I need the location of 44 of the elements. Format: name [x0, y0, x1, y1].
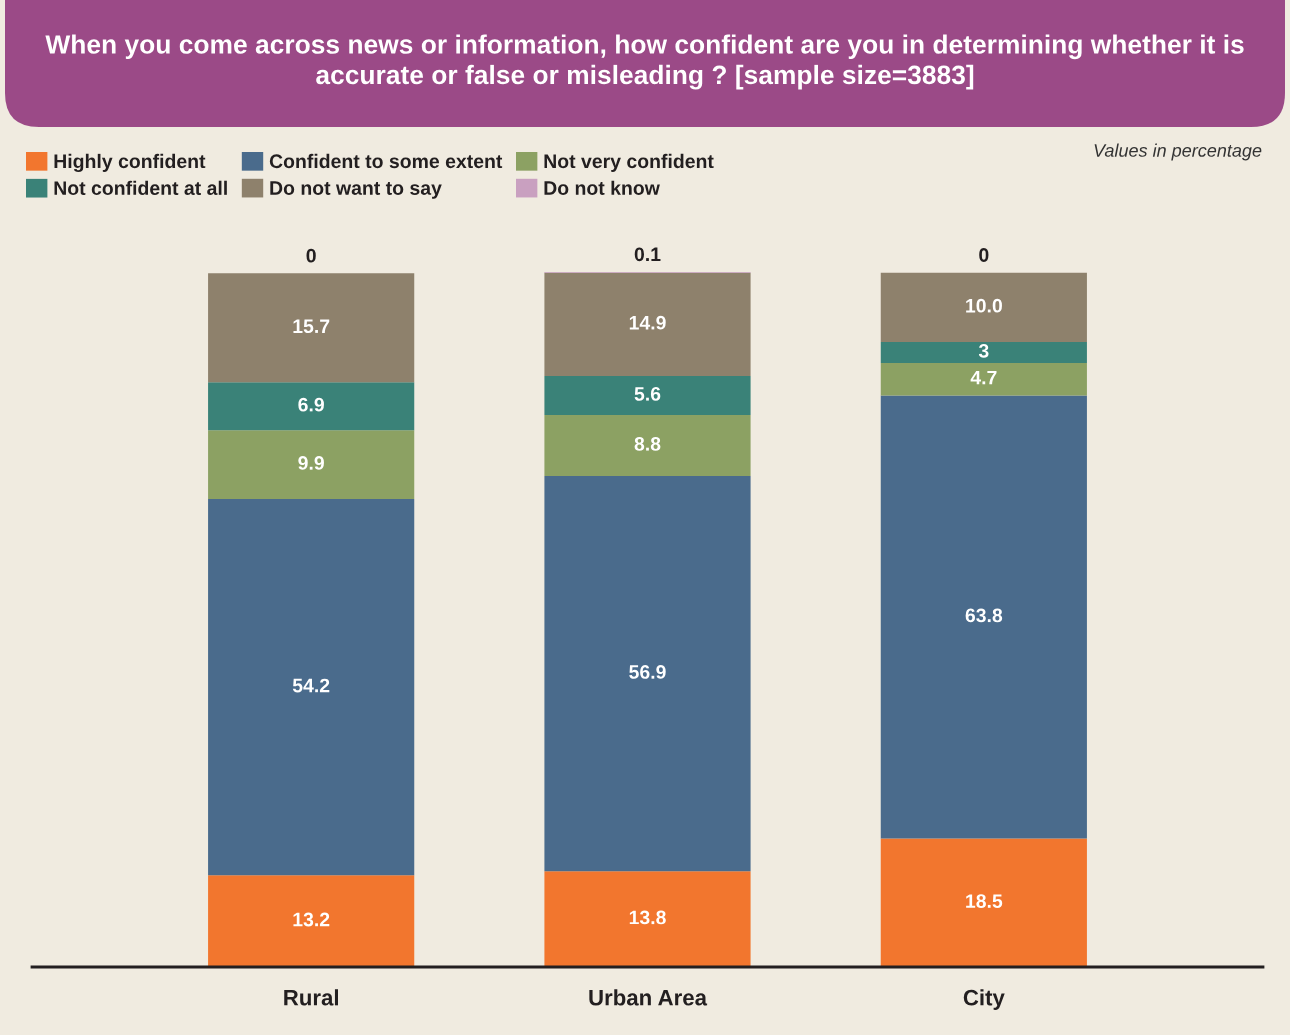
data-label: 18.5 — [966, 894, 1003, 908]
data-label: 10.0 — [966, 298, 1002, 313]
bar — [880, 838, 1087, 967]
bar — [208, 875, 415, 967]
legend-label: Do not know — [544, 180, 660, 195]
bar — [880, 362, 1087, 396]
legend-label: Not confident at all — [54, 180, 227, 196]
x-tick-label: Urban Area — [589, 989, 708, 1006]
data-label: 0.1 — [634, 247, 661, 262]
bar — [544, 415, 751, 477]
data-label: 5.6 — [634, 387, 661, 401]
x-tick-label: Rural — [284, 989, 338, 1006]
legend-label: Do not want to say — [270, 181, 442, 199]
bar — [208, 273, 415, 383]
bar — [880, 272, 1087, 343]
data-label: 4.7 — [970, 370, 997, 385]
bar — [880, 342, 1087, 363]
bar — [544, 476, 751, 872]
bar — [208, 499, 415, 876]
bar — [544, 871, 751, 967]
bar — [208, 430, 415, 500]
bar — [880, 395, 1087, 839]
data-label: 63.8 — [965, 608, 1003, 623]
text: Values in percentage — [1094, 143, 1262, 161]
bar — [544, 376, 751, 415]
bar — [544, 272, 751, 377]
data-label: 8.8 — [634, 437, 661, 451]
data-label: 0 — [306, 248, 316, 263]
legend-label: Confident to some extent — [269, 153, 503, 169]
chart-title: When you come across news or information, how confident are you in determining whether it is accurate or false or misleading ? [sample size=3883] — [45, 34, 1244, 90]
data-label: 0 — [979, 248, 989, 262]
data-label: 13.8 — [629, 910, 666, 925]
data-label: 6.9 — [298, 397, 324, 412]
data-label: 9.9 — [298, 456, 324, 470]
data-label: 54.2 — [292, 678, 330, 693]
x-tick-label: City — [963, 989, 1005, 1010]
data-label: 56.9 — [629, 665, 666, 679]
data-label: 14.9 — [629, 315, 666, 330]
data-label: 15.7 — [293, 319, 330, 334]
data-label: 3 — [978, 343, 989, 358]
legend-label: Not very confident — [544, 153, 714, 172]
legend-label: Highly confident — [54, 153, 206, 173]
data-label: 13.2 — [293, 912, 330, 927]
bar — [208, 382, 415, 431]
